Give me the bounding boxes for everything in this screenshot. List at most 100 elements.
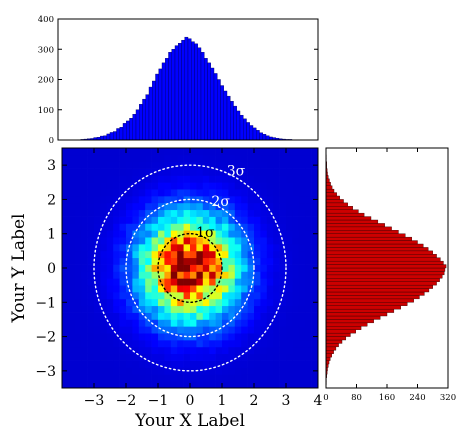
right-histogram-bar <box>325 240 418 245</box>
heatmap-cell <box>228 257 236 265</box>
heatmap-cell <box>94 250 101 259</box>
heatmap-cell <box>138 257 146 265</box>
heatmap-cell <box>228 374 236 382</box>
heatmap-cell <box>62 305 69 313</box>
heatmap-cell <box>222 381 229 389</box>
top-histogram-bar <box>236 110 241 141</box>
heatmap-cell <box>145 381 152 389</box>
heatmap-cell <box>209 257 216 265</box>
heatmap-cell <box>170 244 178 252</box>
heatmap-cell <box>260 333 268 341</box>
heatmap-cell <box>209 196 216 204</box>
heatmap-cell <box>286 298 293 307</box>
heatmap-cell <box>279 168 287 176</box>
heatmap-cell <box>170 319 178 327</box>
heatmap-cell <box>254 305 261 313</box>
y-tick-label: 2 <box>47 192 56 208</box>
heatmap-cell <box>158 202 165 211</box>
heatmap-cell <box>68 202 76 211</box>
heatmap-cell <box>266 230 274 238</box>
heatmap-cell <box>106 374 114 382</box>
heatmap-cell <box>260 285 268 293</box>
heatmap-cell <box>113 346 120 355</box>
heatmap-cell <box>183 292 191 300</box>
heatmap-cell <box>94 319 101 327</box>
heatmap-cell <box>292 168 300 176</box>
heatmap-cell <box>222 202 229 211</box>
right-histogram-bar <box>325 343 339 348</box>
heatmap-cell <box>87 381 95 389</box>
heatmap-cell <box>132 209 140 217</box>
heatmap-cell <box>222 340 229 348</box>
heatmap-cell <box>132 353 140 361</box>
heatmap-cell <box>209 209 216 217</box>
heatmap-cell <box>311 250 319 259</box>
heatmap-cell <box>273 189 280 197</box>
heatmap-cell <box>170 182 178 190</box>
heatmap-cell <box>234 148 242 156</box>
heatmap-cell <box>202 333 210 341</box>
heatmap-cell <box>119 223 127 231</box>
heatmap-cell <box>190 257 197 265</box>
right-histogram-bar <box>325 305 401 310</box>
heatmap-cell <box>164 161 172 169</box>
heatmap-cell <box>170 333 178 341</box>
top-histogram-bar <box>204 58 208 141</box>
heatmap-cell <box>196 312 204 320</box>
heatmap-cell <box>81 209 88 217</box>
heatmap-cell <box>94 244 101 252</box>
right-histogram-bar <box>325 178 330 183</box>
heatmap-cell <box>183 374 191 382</box>
right-histogram-bar <box>325 346 337 351</box>
top-histogram-bar <box>129 118 133 141</box>
heatmap-cell <box>106 326 114 334</box>
heatmap-cell <box>215 209 223 217</box>
heatmap-cell <box>164 189 172 197</box>
heatmap-cell <box>202 223 210 231</box>
heatmap-cell <box>228 223 236 231</box>
heatmap-cell <box>113 189 120 197</box>
heatmap-cell <box>106 298 114 307</box>
heatmap-cell <box>81 367 88 375</box>
top-histogram-bar <box>145 94 150 141</box>
heatmap-cell <box>113 340 120 348</box>
heatmap-cell <box>234 285 242 293</box>
heatmap-cell <box>298 285 306 293</box>
heatmap-cell <box>279 244 287 252</box>
heatmap-cell <box>286 278 293 286</box>
heatmap-cell <box>151 154 159 163</box>
heatmap-cell <box>183 148 191 156</box>
heatmap-cell <box>279 340 287 348</box>
heatmap-cell <box>87 148 95 156</box>
heatmap-cell <box>68 360 76 368</box>
heatmap-cell <box>68 196 76 204</box>
right-histogram-bar <box>325 291 425 296</box>
heatmap-cell <box>126 278 133 286</box>
heatmap-cell <box>81 230 88 238</box>
heatmap-cell <box>260 374 268 382</box>
heatmap-cell <box>311 271 319 279</box>
heatmap-cell <box>222 189 229 197</box>
heatmap-cell <box>266 353 274 361</box>
heatmap-cell <box>94 264 101 272</box>
heatmap-cell <box>305 298 312 307</box>
heatmap-cell <box>94 196 101 204</box>
heatmap-cell <box>87 333 95 341</box>
heatmap-cell <box>74 292 82 300</box>
heatmap-cell <box>202 237 210 245</box>
heatmap-cell <box>234 298 242 307</box>
heatmap-cell <box>241 346 248 355</box>
heatmap-cell <box>158 182 165 190</box>
heatmap-cell <box>177 271 184 279</box>
heatmap-cell <box>94 202 101 211</box>
heatmap-cell <box>241 216 248 224</box>
heatmap-cell <box>158 175 165 183</box>
heatmap-cell <box>190 292 197 300</box>
heatmap-cell <box>196 168 204 176</box>
heatmap-cell <box>170 250 178 259</box>
heatmap-cell <box>241 202 248 211</box>
heatmap-cell <box>164 381 172 389</box>
heatmap-cell <box>190 278 197 286</box>
heatmap-cell <box>113 374 120 382</box>
heatmap-cell <box>286 292 293 300</box>
